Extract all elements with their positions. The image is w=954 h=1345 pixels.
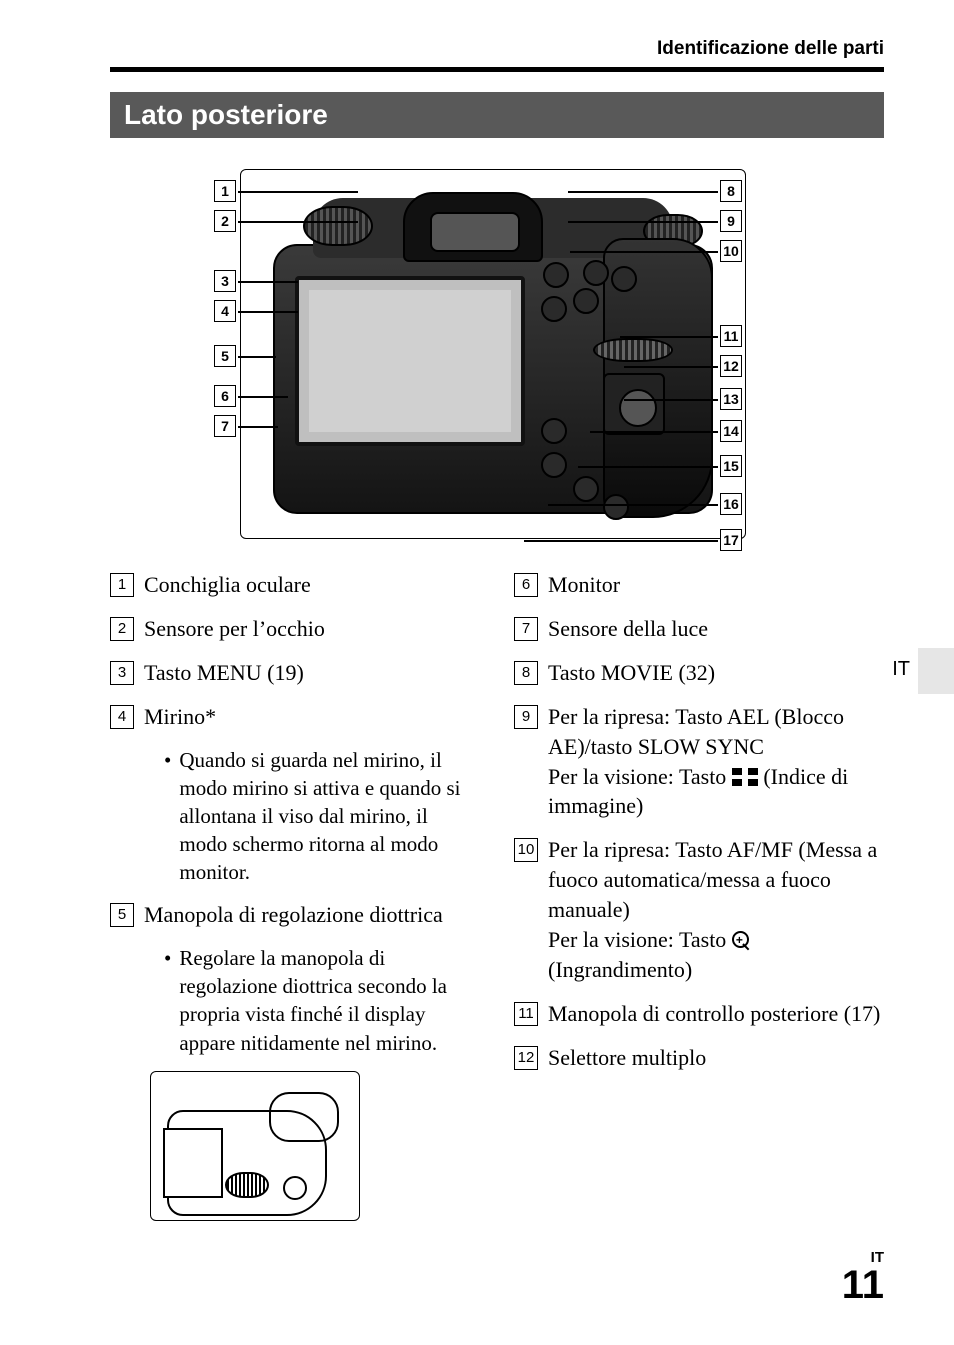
- side-tab: [918, 648, 954, 694]
- callout-1: 1: [214, 180, 236, 202]
- legend-item-10: 10 Per la ripresa: Tasto AF/MF (Messa a f…: [514, 835, 884, 985]
- legend-item-6: 6 Monitor: [514, 570, 884, 600]
- legend-item-9: 9 Per la ripresa: Tasto AEL (Blocco AE)/t…: [514, 702, 884, 822]
- section-title-bar: Lato posteriore: [110, 92, 884, 138]
- legend-number: 4: [110, 705, 134, 729]
- diopter-thumbnail: [150, 1071, 360, 1221]
- legend-text: Tasto MENU (19): [144, 658, 480, 688]
- legend-item-8: 8 Tasto MOVIE (32): [514, 658, 884, 688]
- section-title: Lato posteriore: [124, 99, 328, 131]
- callout-8: 8: [720, 180, 742, 202]
- lead-line: [238, 396, 288, 398]
- legend-item-12: 12 Selettore multiplo: [514, 1043, 884, 1073]
- legend-number: 11: [514, 1002, 538, 1026]
- lead-line: [524, 540, 718, 542]
- callout-7: 7: [214, 415, 236, 437]
- lead-line: [624, 399, 718, 401]
- legend-number: 7: [514, 617, 538, 641]
- lead-line: [578, 466, 718, 468]
- diagram-frame: [240, 169, 746, 539]
- legend-number: 3: [110, 661, 134, 685]
- callout-12: 12: [720, 355, 742, 377]
- legend-text: Sensore per l’occhio: [144, 614, 480, 644]
- legend-item-2: 2 Sensore per l’occhio: [110, 614, 480, 644]
- legend-item-4: 4 Mirino*: [110, 702, 480, 732]
- callout-17: 17: [720, 529, 742, 551]
- lead-line: [620, 336, 718, 338]
- legend-text: Tasto MOVIE (32): [548, 658, 884, 688]
- left-column: 1 Conchiglia oculare 2 Sensore per l’occhio…: [110, 570, 480, 1225]
- legend-subnote-text: Regolare la manopola di regolazione diot…: [179, 944, 480, 1057]
- legend-item-11: 11 Manopola di controllo posteriore (17): [514, 999, 884, 1029]
- lead-line: [238, 311, 298, 313]
- callout-16: 16: [720, 493, 742, 515]
- image-index-icon: [732, 768, 758, 786]
- page-footer: IT 11: [842, 1250, 884, 1305]
- lead-line: [624, 366, 718, 368]
- callout-11: 11: [720, 325, 742, 347]
- callout-5: 5: [214, 345, 236, 367]
- legend-number: 1: [110, 573, 134, 597]
- callout-14: 14: [720, 420, 742, 442]
- legend-number: 9: [514, 705, 538, 729]
- legend-item-3: 3 Tasto MENU (19): [110, 658, 480, 688]
- legend-number: 2: [110, 617, 134, 641]
- legend-number: 12: [514, 1046, 538, 1070]
- legend-item-5: 5 Manopola di regolazione diottrica: [110, 900, 480, 930]
- lead-line: [570, 251, 718, 253]
- lead-line: [238, 191, 358, 193]
- legend-text: Per la ripresa: Tasto AEL (Blocco AE)/ta…: [548, 702, 884, 822]
- magnify-icon: +: [732, 931, 752, 951]
- legend-text: Manopola di regolazione diottrica: [144, 900, 480, 930]
- lead-line: [568, 221, 718, 223]
- callout-3: 3: [214, 270, 236, 292]
- lead-line: [238, 426, 278, 428]
- lead-line: [238, 356, 276, 358]
- parts-diagram: 1234567891011121314151617: [110, 155, 884, 555]
- footer-page-number: 11: [842, 1263, 884, 1307]
- legend-subnote-text: Quando si guarda nel mirino, il modo mir…: [179, 746, 480, 887]
- callout-10: 10: [720, 240, 742, 262]
- legend-subnote: •Quando si guarda nel mirino, il modo mi…: [164, 746, 480, 887]
- bullet-icon: •: [164, 944, 171, 1057]
- legend-subnote: •Regolare la manopola di regolazione dio…: [164, 944, 480, 1057]
- legend-number: 8: [514, 661, 538, 685]
- callout-6: 6: [214, 385, 236, 407]
- legend-text: Mirino*: [144, 702, 480, 732]
- running-header: Identificazione delle parti: [657, 38, 884, 60]
- callout-9: 9: [720, 210, 742, 232]
- legend-columns: 1 Conchiglia oculare 2 Sensore per l’occhio…: [110, 570, 884, 1225]
- lead-line: [568, 191, 718, 193]
- legend-item-7: 7 Sensore della luce: [514, 614, 884, 644]
- legend-text: Per la ripresa: Tasto AF/MF (Messa a fuo…: [548, 835, 884, 985]
- legend-number: 10: [514, 838, 538, 862]
- lead-line: [548, 504, 718, 506]
- side-language-label: IT: [892, 658, 910, 681]
- lead-line: [590, 431, 718, 433]
- header-rule: [110, 67, 884, 72]
- callout-2: 2: [214, 210, 236, 232]
- legend-text: Monitor: [548, 570, 884, 600]
- lead-line: [238, 281, 298, 283]
- legend-number: 5: [110, 903, 134, 927]
- bullet-icon: •: [164, 746, 171, 887]
- legend-text: Conchiglia oculare: [144, 570, 480, 600]
- legend-number: 6: [514, 573, 538, 597]
- callout-13: 13: [720, 388, 742, 410]
- camera-illustration: [273, 198, 713, 518]
- lead-line: [238, 221, 358, 223]
- callout-4: 4: [214, 300, 236, 322]
- legend-text: Selettore multiplo: [548, 1043, 884, 1073]
- legend-text: Sensore della luce: [548, 614, 884, 644]
- legend-item-1: 1 Conchiglia oculare: [110, 570, 480, 600]
- right-column: 6 Monitor 7 Sensore della luce 8 Tasto MOVIE …: [514, 570, 884, 1225]
- legend-text: Manopola di controllo posteriore (17): [548, 999, 884, 1029]
- callout-15: 15: [720, 455, 742, 477]
